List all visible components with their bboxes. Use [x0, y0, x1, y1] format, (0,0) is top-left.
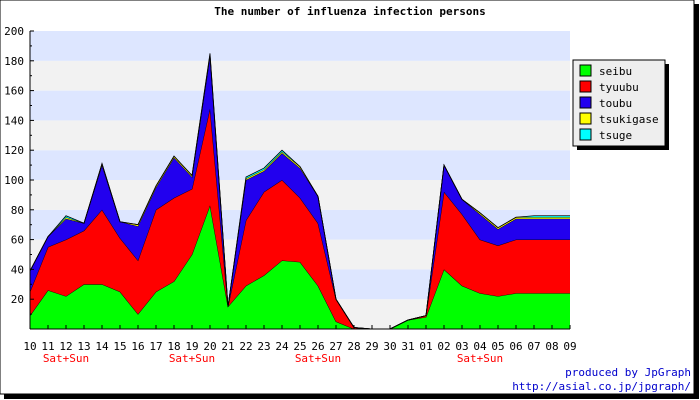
y-tick-label: 60 — [11, 234, 24, 247]
grid-band — [30, 120, 570, 151]
legend: seibu tyuubu toubu tsukigase tsuge — [572, 59, 669, 150]
legend-label: toubu — [599, 97, 632, 110]
legend-swatch — [579, 64, 592, 77]
x-tick-label: 30 — [383, 340, 396, 353]
x-tick-label: 09 — [563, 340, 576, 353]
x-tick-label: 22 — [239, 340, 252, 353]
y-tick-label: 180 — [4, 55, 24, 68]
weekend-annotations: Sat+Sun Sat+Sun Sat+Sun Sat+Sun — [43, 352, 503, 365]
x-tick-label: 17 — [149, 340, 162, 353]
y-tick-label: 100 — [4, 174, 24, 187]
weekend-label: Sat+Sun — [43, 352, 89, 365]
x-tick-label: 11 — [41, 340, 54, 353]
x-tick-label: 04 — [473, 340, 487, 353]
x-tick-label: 16 — [131, 340, 144, 353]
x-tick-label: 24 — [275, 340, 289, 353]
x-tick-label: 15 — [113, 340, 126, 353]
weekend-label: Sat+Sun — [169, 352, 215, 365]
legend-label: tyuubu — [599, 81, 639, 94]
x-tick-label: 12 — [59, 340, 72, 353]
legend-swatch — [579, 96, 592, 109]
area-tyuubu — [30, 108, 570, 329]
line-tsuge — [29, 53, 570, 330]
x-tick-label: 06 — [509, 340, 522, 353]
x-tick-label: 28 — [347, 340, 360, 353]
x-tick-label: 08 — [545, 340, 558, 353]
x-tick-label: 19 — [185, 340, 198, 353]
legend-label: tsukigase — [599, 113, 659, 126]
x-tick-label: 02 — [437, 340, 450, 353]
y-tick-label: 80 — [11, 204, 24, 217]
x-tick-label: 05 — [491, 340, 504, 353]
y-tick-label: 40 — [11, 263, 24, 276]
x-axis-tick-labels: 10 11 12 13 14 15 16 17 18 19 20 21 22 23 24 25 26 27 28 29… — [23, 340, 576, 353]
legend-label: tsuge — [599, 129, 632, 142]
y-tick-label: 120 — [4, 144, 24, 157]
x-tick-label: 29 — [365, 340, 378, 353]
x-tick-label: 21 — [221, 340, 234, 353]
y-tick-label: 20 — [11, 293, 24, 306]
area-seibu — [30, 205, 570, 329]
legend-items: seibu tyuubu toubu tsukigase tsuge — [579, 64, 659, 142]
grid-band — [30, 60, 570, 91]
y-tick-label: 140 — [4, 114, 24, 127]
x-tick-label: 03 — [455, 340, 468, 353]
x-tick-label: 23 — [257, 340, 270, 353]
x-tick-label: 13 — [77, 340, 90, 353]
y-axis-tick-labels: 20 40 60 80 100 120 140 160 180 200 — [4, 25, 24, 306]
x-tick-label: 14 — [95, 340, 109, 353]
y-tick-label: 160 — [4, 85, 24, 98]
legend-swatch — [579, 112, 592, 125]
chart-title: The number of influenza infection person… — [214, 5, 486, 18]
x-tick-label: 18 — [167, 340, 180, 353]
x-tick-label: 27 — [329, 340, 342, 353]
x-tick-label: 26 — [311, 340, 324, 353]
legend-swatch — [579, 80, 592, 93]
legend-label: seibu — [599, 65, 632, 78]
x-tick-label: 25 — [293, 340, 306, 353]
grid-band — [30, 90, 570, 121]
chart-axes — [29, 30, 571, 330]
grid-band — [30, 31, 570, 61]
x-tick-label: 31 — [401, 340, 414, 353]
credit-line-1: produced by JpGraph — [565, 366, 691, 379]
weekend-label: Sat+Sun — [295, 352, 341, 365]
stacked-areas — [29, 53, 570, 330]
weekend-label: Sat+Sun — [457, 352, 503, 365]
x-tick-label: 20 — [203, 340, 216, 353]
x-tick-label: 10 — [23, 340, 36, 353]
legend-swatch — [579, 128, 592, 141]
x-tick-label: 07 — [527, 340, 540, 353]
credit-line-2: http://asial.co.jp/jpgraph/ — [512, 380, 691, 393]
area-toubu — [30, 56, 570, 329]
x-tick-label: 01 — [419, 340, 432, 353]
y-tick-label: 200 — [4, 25, 24, 38]
